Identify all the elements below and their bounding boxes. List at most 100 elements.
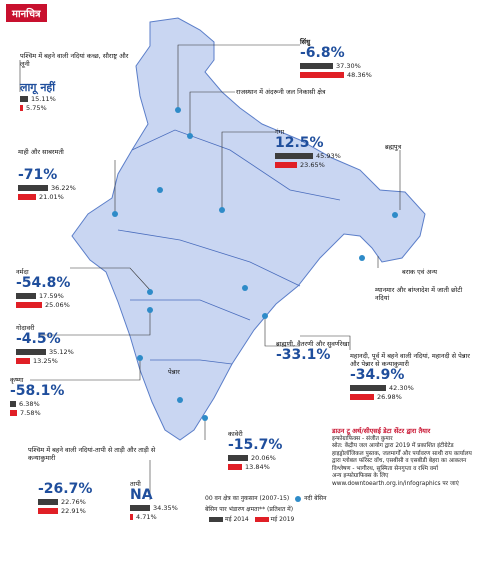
- bar-2019: [20, 105, 23, 111]
- value-2014: 42.30%: [389, 384, 414, 392]
- bar-2019: [130, 514, 133, 520]
- basin-name: राजस्थान में अंदरूनी जल निकासी क्षेत्र: [236, 88, 326, 96]
- value-2014: 37.30%: [336, 62, 361, 70]
- basin-change: -6.8%: [300, 45, 345, 61]
- value-2019: 21.01%: [39, 193, 64, 201]
- bar-2019: [10, 410, 17, 416]
- legend-basin: नदी बेसिन: [304, 495, 327, 502]
- credits-graphic: इन्फोग्राफिक्स - संजीत कुमार: [332, 435, 393, 442]
- basin-pennar: पेन्नार: [168, 368, 208, 376]
- bar-2014: [16, 349, 46, 355]
- basin-ganga: गंगा 12.5% 45.93% 23.65%: [275, 128, 355, 170]
- bar-2014: [20, 96, 28, 102]
- basin-change: 12.5%: [275, 135, 324, 151]
- basin-marker-icon: [295, 495, 302, 502]
- bar-2014: [10, 401, 16, 407]
- basin-barak: बराक एवं अन्य: [402, 268, 472, 276]
- bar-2019: [18, 194, 36, 200]
- basin-brahmaputra: ब्रह्मपुत्र: [385, 143, 445, 151]
- basin-name: नर्मदा: [16, 268, 29, 276]
- legend-storage: बेसिन पार भंडारण क्षमता** (प्रतिशत में): [205, 505, 294, 513]
- basin-change: NA: [130, 487, 153, 503]
- basin-boundary: [117, 129, 341, 365]
- basin-west-tadri-label: पश्चिम में बहने वाली नदियां-तापी से ताड़…: [28, 446, 158, 462]
- value-2019: 7.58%: [20, 409, 41, 417]
- credits-source: स्रोत: केंद्रीय जल आयोग द्वारा 2019 में …: [332, 443, 472, 464]
- basin-west-kutch: पश्चिम में बहने वाली नदियां कच्छ, सौराष्…: [20, 52, 140, 113]
- bar-2019: [16, 302, 42, 308]
- value-2019: 25.06%: [45, 301, 70, 309]
- credits-analysis: विश्लेषण - भागीरथ, सुस्मिता सेनगुप्ता व …: [332, 465, 438, 472]
- value-2019: 22.91%: [61, 507, 86, 515]
- bar-2014: [130, 505, 150, 511]
- basin-markers: [112, 107, 398, 421]
- basin-change: -34.9%: [350, 367, 405, 383]
- legend-swatch-2019: [254, 516, 269, 522]
- leader-lines: [19, 44, 401, 500]
- bar-2019: [38, 508, 58, 514]
- basin-name: कृष्णा: [10, 376, 24, 384]
- bar-2019: [275, 162, 297, 168]
- legend-2019: मई 2019: [270, 515, 295, 523]
- basin-change: लागू नहीं: [20, 81, 56, 94]
- legend: 00 वन क्षेत्र का नुकसान (2007-15) नदी बे…: [205, 494, 355, 523]
- value-2014: 15.11%: [31, 95, 56, 103]
- basin-change: -4.5%: [16, 331, 61, 347]
- value-2014: 45.93%: [316, 152, 341, 160]
- credits-url[interactable]: www.downtoearth.org.in/infographics पर ज…: [332, 480, 459, 487]
- legend-2014: मई 2014: [225, 515, 249, 523]
- value-2019: 4.71%: [136, 513, 157, 521]
- credits-more: अन्य इन्फोग्राफिक्स के लिए: [332, 473, 389, 479]
- value-2019: 26.98%: [377, 393, 402, 401]
- basin-godavari: गोदावरी -4.5% 35.12% 13.25%: [16, 324, 106, 366]
- bar-2014: [38, 499, 58, 505]
- basin-krishna: कृष्णा -58.1% 6.38% 7.58%: [10, 376, 90, 418]
- basin-name: माही और साबरमती: [18, 148, 64, 156]
- basin-name: गोदावरी: [16, 324, 35, 332]
- basin-name: ब्रह्मपुत्र: [385, 143, 402, 151]
- india-outline: [71, 17, 426, 441]
- value-2014: 22.76%: [61, 498, 86, 506]
- basin-name: म्यानमार और बांग्लादेश में जाती छोटी नदि…: [375, 286, 463, 302]
- legend-forest-loss: 00 वन क्षेत्र का नुकसान (2007-15): [205, 495, 290, 502]
- basin-narmada: नर्मदा -54.8% 17.59% 25.06%: [16, 268, 106, 310]
- value-2014: 36.22%: [51, 184, 76, 192]
- credits-head: डाउन टू अर्थ/सीएसई डेटा सेंटर द्वारा तैय…: [332, 427, 431, 435]
- basin-mahi: माही और साबरमती -71% 36.22% 21.01%: [18, 148, 118, 202]
- bar-2014: [350, 385, 386, 391]
- value-2014: 17.59%: [39, 292, 64, 300]
- bar-2014: [228, 455, 248, 461]
- basin-name: सिंधु: [300, 38, 311, 46]
- bar-2019: [350, 394, 374, 400]
- basin-change: -58.1%: [10, 383, 65, 399]
- value-2019: 13.84%: [245, 463, 270, 471]
- basin-name: महानदी, पूर्व में बहने वाली नदियां, महान…: [350, 352, 470, 368]
- basin-name: कावेरी: [228, 430, 243, 438]
- basin-name: पश्चिम में बहने वाली नदियां-तापी से ताड़…: [28, 446, 156, 462]
- basin-change: -15.7%: [228, 437, 283, 453]
- basin-mahanadi: महानदी, पूर्व में बहने वाली नदियां, महान…: [350, 352, 475, 402]
- value-2014: 6.38%: [19, 400, 40, 408]
- value-2019: 13.25%: [33, 357, 58, 365]
- basin-change: -33.1%: [276, 347, 331, 363]
- bar-2019: [228, 464, 242, 470]
- bar-2019: [300, 72, 344, 78]
- basin-name: तापी: [130, 480, 141, 488]
- basin-name: पेन्नार: [168, 368, 180, 376]
- bar-2014: [18, 185, 48, 191]
- value-2014: 34.35%: [153, 504, 178, 512]
- value-2014: 35.12%: [49, 348, 74, 356]
- basin-cauvery: कावेरी -15.7% 20.06% 13.84%: [228, 430, 308, 472]
- bar-2014: [300, 63, 333, 69]
- bar-2014: [275, 153, 313, 159]
- basin-name: गंगा: [275, 128, 285, 136]
- basin-change: -71%: [18, 167, 58, 183]
- basin-myanmar: म्यानमार और बांग्लादेश में जाती छोटी नदि…: [375, 286, 475, 302]
- basin-change: -26.7%: [38, 481, 93, 497]
- section-badge: मानचित्र: [6, 4, 47, 22]
- basin-name: बराक एवं अन्य: [402, 268, 438, 276]
- basin-name: पश्चिम में बहने वाली नदियां कच्छ, सौराष्…: [20, 52, 129, 68]
- credits: डाउन टू अर्थ/सीएसई डेटा सेंटर द्वारा तैय…: [332, 427, 477, 488]
- legend-swatch-2014: [209, 516, 223, 522]
